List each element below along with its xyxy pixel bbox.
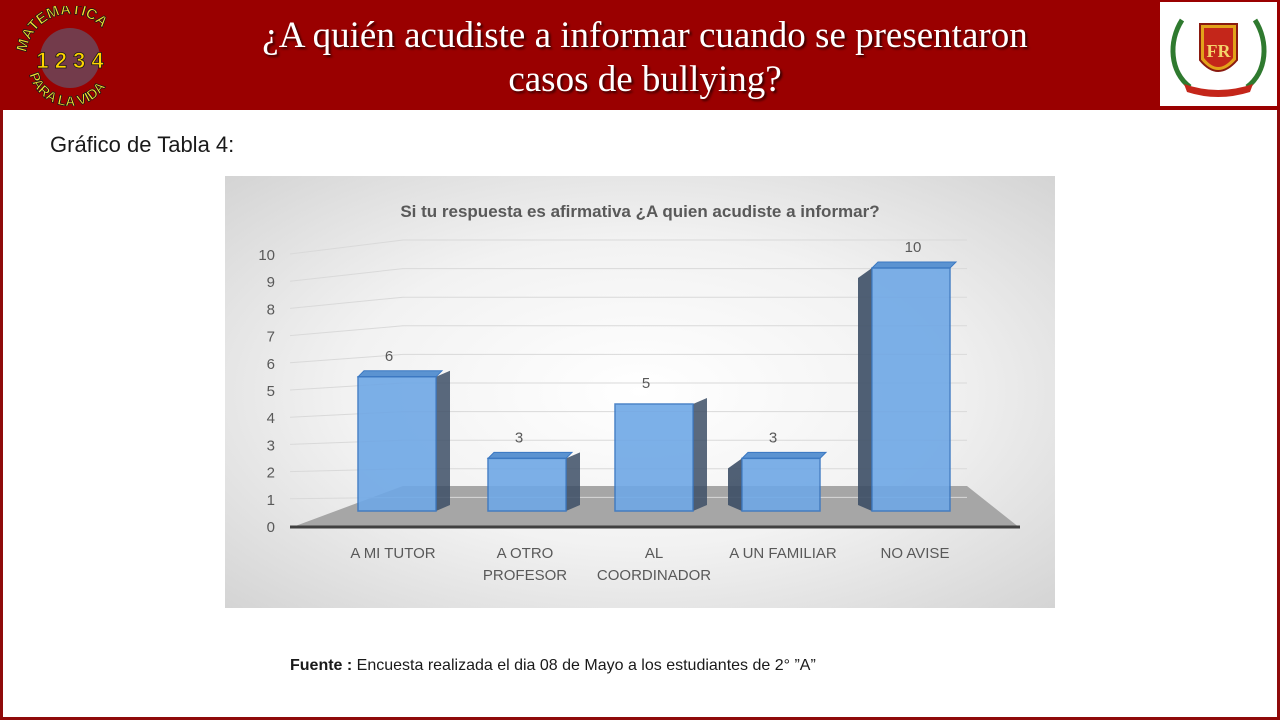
x-tick-label: A MI TUTOR	[350, 545, 435, 562]
y-tick-label: 6	[267, 356, 275, 373]
bar-side	[693, 398, 707, 511]
y-tick-label: 10	[258, 247, 275, 264]
y-tick-label: 8	[267, 301, 275, 318]
y-tick-label: 9	[267, 274, 275, 291]
y-tick-label: 1	[267, 492, 275, 509]
bar-top	[486, 451, 574, 459]
page-title: ¿A quién acudiste a informar cuando se p…	[140, 14, 1150, 102]
data-label: 5	[642, 375, 650, 392]
bar	[614, 403, 694, 512]
bar-top	[740, 451, 828, 459]
bar-top	[356, 370, 444, 378]
title-line-1: ¿A quién acudiste a informar cuando se p…	[262, 15, 1028, 56]
source-text: Encuesta realizada el dia 08 de Mayo a l…	[356, 657, 816, 674]
gridline	[289, 353, 967, 364]
bar-side	[436, 370, 450, 511]
gridline	[289, 268, 967, 282]
y-tick-label: 2	[267, 465, 275, 482]
data-label: 6	[385, 348, 393, 365]
bar-side	[858, 268, 872, 511]
x-tick-label: AL COORDINADOR	[597, 545, 711, 584]
school-crest-panel: FR	[1160, 2, 1277, 106]
logo-digits: 1 2 3 4	[36, 48, 104, 73]
chart-subtitle: Gráfico de Tabla 4:	[50, 132, 235, 157]
bar-side	[566, 452, 580, 511]
school-crest-icon: FR	[1170, 18, 1267, 97]
source-note: Fuente : Encuesta realizada el dia 08 de…	[290, 657, 816, 675]
gridline	[289, 296, 967, 309]
bar-chart: Si tu respuesta es afirmativa ¿A quien a…	[258, 202, 1020, 584]
data-label: 10	[905, 239, 922, 256]
y-tick-label: 5	[267, 383, 275, 400]
x-tick-label: A UN FAMILIAR	[729, 545, 837, 562]
chart-area: Si tu respuesta es afirmativa ¿A quien a…	[225, 176, 1055, 608]
chart-title: Si tu respuesta es afirmativa ¿A quien a…	[400, 202, 879, 221]
header-bar: MATEMÁTICA PARA LA VIDA 1 2 3 4 ¿A quién…	[0, 0, 1280, 110]
data-label: 3	[515, 429, 523, 446]
bar-side	[728, 458, 742, 511]
x-tick-label: NO AVISE	[881, 545, 950, 562]
source-label: Fuente :	[290, 657, 353, 674]
bar	[487, 457, 567, 512]
matematica-logo: MATEMÁTICA PARA LA VIDA 1 2 3 4	[14, 6, 112, 106]
gridline	[289, 239, 967, 255]
y-tick-label: 7	[267, 329, 275, 346]
bar	[871, 267, 951, 512]
y-tick-label: 4	[267, 410, 275, 427]
title-line-2: casos de bullying?	[508, 59, 782, 100]
y-tick-label: 3	[267, 437, 275, 454]
crest-initials: FR	[1207, 41, 1232, 61]
gridline	[289, 325, 967, 337]
bar	[741, 457, 821, 512]
x-tick-label: A OTRO PROFESOR	[483, 545, 567, 584]
bar	[357, 376, 437, 512]
y-tick-label: 0	[267, 519, 275, 536]
bar-top	[870, 261, 958, 269]
data-label: 3	[769, 429, 777, 446]
